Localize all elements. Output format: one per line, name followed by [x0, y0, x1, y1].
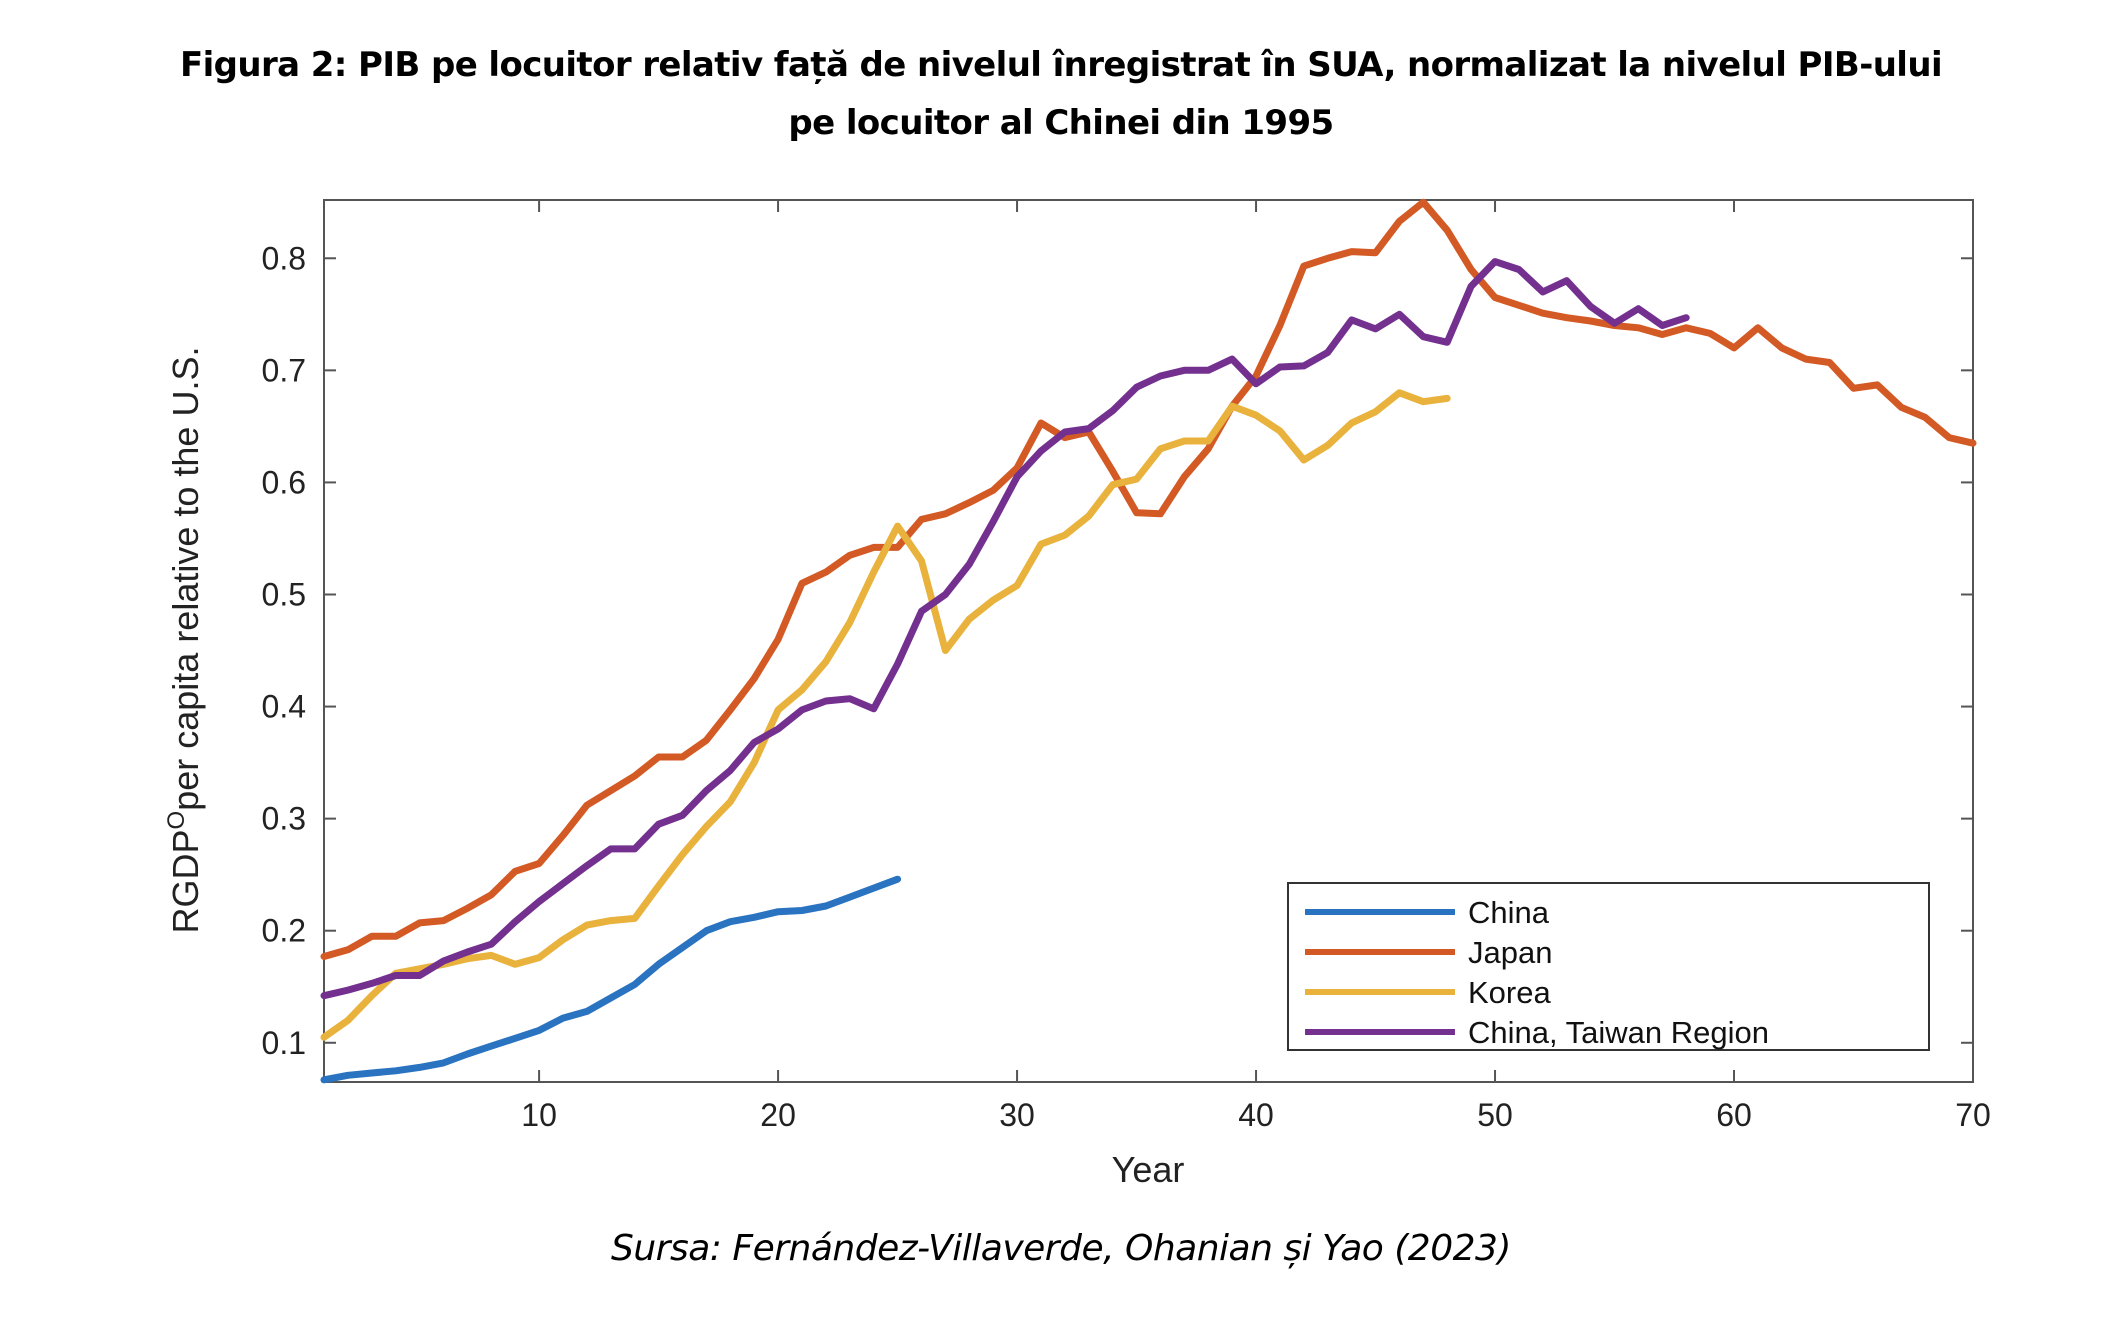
y-tick-label: 0.7	[262, 352, 306, 388]
figure-title: Figura 2: PIB pe locuitor relativ față d…	[0, 36, 2122, 152]
series-line-korea	[320, 389, 1451, 1041]
y-tick-label: 0.6	[262, 464, 306, 500]
title-line-2: pe locuitor al Chinei din 1995	[788, 103, 1334, 143]
legend-label: China	[1468, 895, 1550, 930]
x-tick-label: 10	[521, 1097, 557, 1133]
x-tick-label: 30	[999, 1097, 1035, 1133]
source-note: Sursa: Fernández-Villaverde, Ohanian și …	[611, 1228, 1511, 1269]
legend-label: China, Taiwan Region	[1468, 1015, 1769, 1050]
series-line-china	[320, 875, 902, 1084]
y-tick-label: 0.3	[262, 801, 306, 837]
y-tick-label: 0.4	[262, 689, 306, 725]
axes: 10 20 30 40 50 60 70 0.1 0.2 0.3 0.4 0.5 0.6 0.7 0.8	[262, 199, 1991, 1133]
x-tick-label: 50	[1477, 1097, 1513, 1133]
x-tick-label: 70	[1955, 1097, 1991, 1133]
y-axis-label: RGDPOper capita relative to the U.S.	[163, 347, 206, 934]
series-lines	[320, 198, 1977, 1084]
y-tick-label: 0.1	[262, 1025, 306, 1061]
y-tick-label: 0.2	[262, 913, 306, 949]
legend-label: Japan	[1468, 935, 1552, 970]
x-axis-label: Year	[1112, 1149, 1185, 1190]
title-line-1: Figura 2: PIB pe locuitor relativ față d…	[179, 45, 1943, 85]
series-line-china-taiwan-region	[320, 258, 1690, 1000]
plot-frame	[323, 199, 1974, 1083]
y-tick-label: 0.8	[262, 240, 306, 276]
x-tick-label: 20	[760, 1097, 796, 1133]
y-tick-label: 0.5	[262, 576, 306, 612]
legend-label: Korea	[1468, 975, 1551, 1010]
legend: China Japan Korea China, Taiwan Region	[1287, 882, 1930, 1051]
x-tick-label: 60	[1716, 1097, 1752, 1133]
series-line-japan	[320, 198, 1977, 960]
x-tick-label: 40	[1238, 1097, 1274, 1133]
